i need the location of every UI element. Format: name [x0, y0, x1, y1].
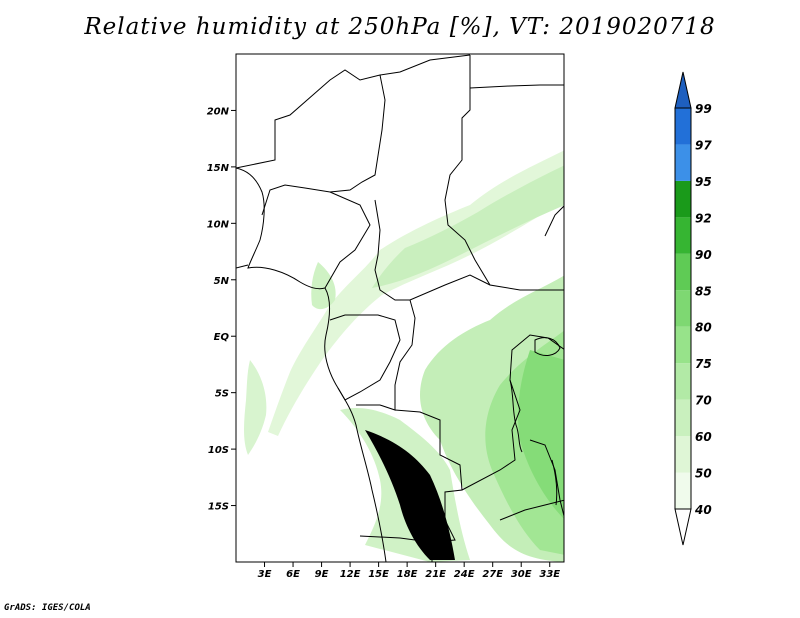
colorbar-segment — [675, 290, 691, 327]
border-6 — [329, 314, 401, 401]
humidity-shading — [244, 150, 564, 562]
map-frame — [235, 53, 565, 563]
border-1 — [236, 54, 471, 169]
lon-tick-label: 12E — [340, 569, 361, 580]
lat-tick-label: 5S — [215, 389, 229, 400]
lat-tick-label: EQ — [214, 332, 230, 343]
humidity-band-northeast-inner — [372, 165, 564, 288]
map-title: Relative humidity at 250hPa [%], VT: 201… — [84, 14, 716, 40]
colorbar-segment — [675, 180, 691, 218]
border-9 — [461, 334, 564, 491]
lon-tick-label: 6E — [286, 569, 300, 580]
colorbar: 40 50 60 70 75 80 85 90 92 95 97 99 — [674, 71, 712, 546]
lake-victoria — [534, 337, 561, 356]
lake-malawi — [551, 459, 558, 506]
lon-tick-label: 30E — [511, 569, 532, 580]
colorbar-label: 50 — [695, 467, 712, 481]
humidity-area-lakes — [518, 350, 564, 519]
colorbar-label: 90 — [695, 248, 712, 262]
colorbar-segment — [675, 399, 691, 437]
border-5 — [324, 191, 371, 289]
country-borders — [236, 54, 564, 562]
colorbar-segment — [675, 363, 691, 400]
colorbar-segment — [675, 108, 691, 145]
border-4 — [374, 199, 491, 301]
humidity-patch-gulf — [311, 262, 336, 310]
lat-tick-label: 20N — [207, 106, 230, 117]
colorbar-label: 85 — [695, 284, 712, 298]
humidity-patch-atlantic — [244, 360, 267, 455]
border-13 — [544, 205, 564, 237]
lat-tick-label: 10S — [208, 445, 229, 456]
colorbar-label: 99 — [695, 102, 712, 116]
border-7 — [356, 299, 416, 411]
humidity-area-southwest-inner — [365, 430, 455, 560]
colorbar-label: 92 — [695, 211, 712, 225]
colorbar-segment — [675, 472, 691, 509]
lon-tick-label: 33E — [539, 569, 560, 580]
border-11 — [529, 439, 564, 519]
coastline-west — [236, 167, 387, 562]
border-2 — [444, 55, 564, 291]
lat-tick-label: 15S — [208, 502, 229, 513]
colorbar-label: 97 — [695, 138, 712, 152]
grads-credit: GrADS: IGES/COLA — [4, 603, 91, 613]
colorbar-upper-cap — [674, 71, 692, 109]
lon-tick-label: 18E — [397, 569, 418, 580]
colorbar-label: 70 — [695, 394, 712, 408]
colorbar-label: 80 — [695, 321, 712, 335]
border-8 — [359, 409, 463, 543]
colorbar-segment — [675, 436, 691, 473]
lon-tick-label: 24E — [454, 569, 475, 580]
lat-tick-label: 5N — [214, 276, 230, 287]
lake-tanganyika — [509, 379, 523, 453]
latitude-axis: 20N 15N 10N 5N EQ 5S 10S 15S — [207, 106, 236, 513]
border-14 — [469, 84, 564, 89]
lon-tick-label: 9E — [315, 569, 329, 580]
lon-tick-label: 27E — [482, 569, 503, 580]
colorbar-segment — [675, 144, 691, 181]
border-10 — [499, 499, 564, 521]
lon-tick-label: 3E — [258, 569, 272, 580]
border-3 — [261, 74, 386, 216]
colorbar-segment — [675, 253, 691, 291]
colorbar-label: 40 — [694, 503, 712, 517]
longitude-axis: 3E 6E 9E 12E 15E 18E 21E 24E 27E 30E 33E — [258, 562, 560, 580]
colorbar-segment — [675, 217, 691, 254]
lon-tick-label: 21E — [425, 569, 446, 580]
colorbar-segment — [675, 326, 691, 364]
colorbar-outline — [674, 107, 692, 510]
colorbar-label: 60 — [695, 430, 712, 444]
lat-tick-label: 10N — [207, 219, 230, 230]
colorbar-label: 75 — [695, 357, 712, 371]
colorbar-lower-cap — [674, 508, 692, 546]
border-15 — [236, 264, 249, 269]
lon-tick-label: 15E — [368, 569, 389, 580]
colorbar-label: 95 — [695, 175, 712, 189]
lat-tick-label: 15N — [207, 163, 230, 174]
